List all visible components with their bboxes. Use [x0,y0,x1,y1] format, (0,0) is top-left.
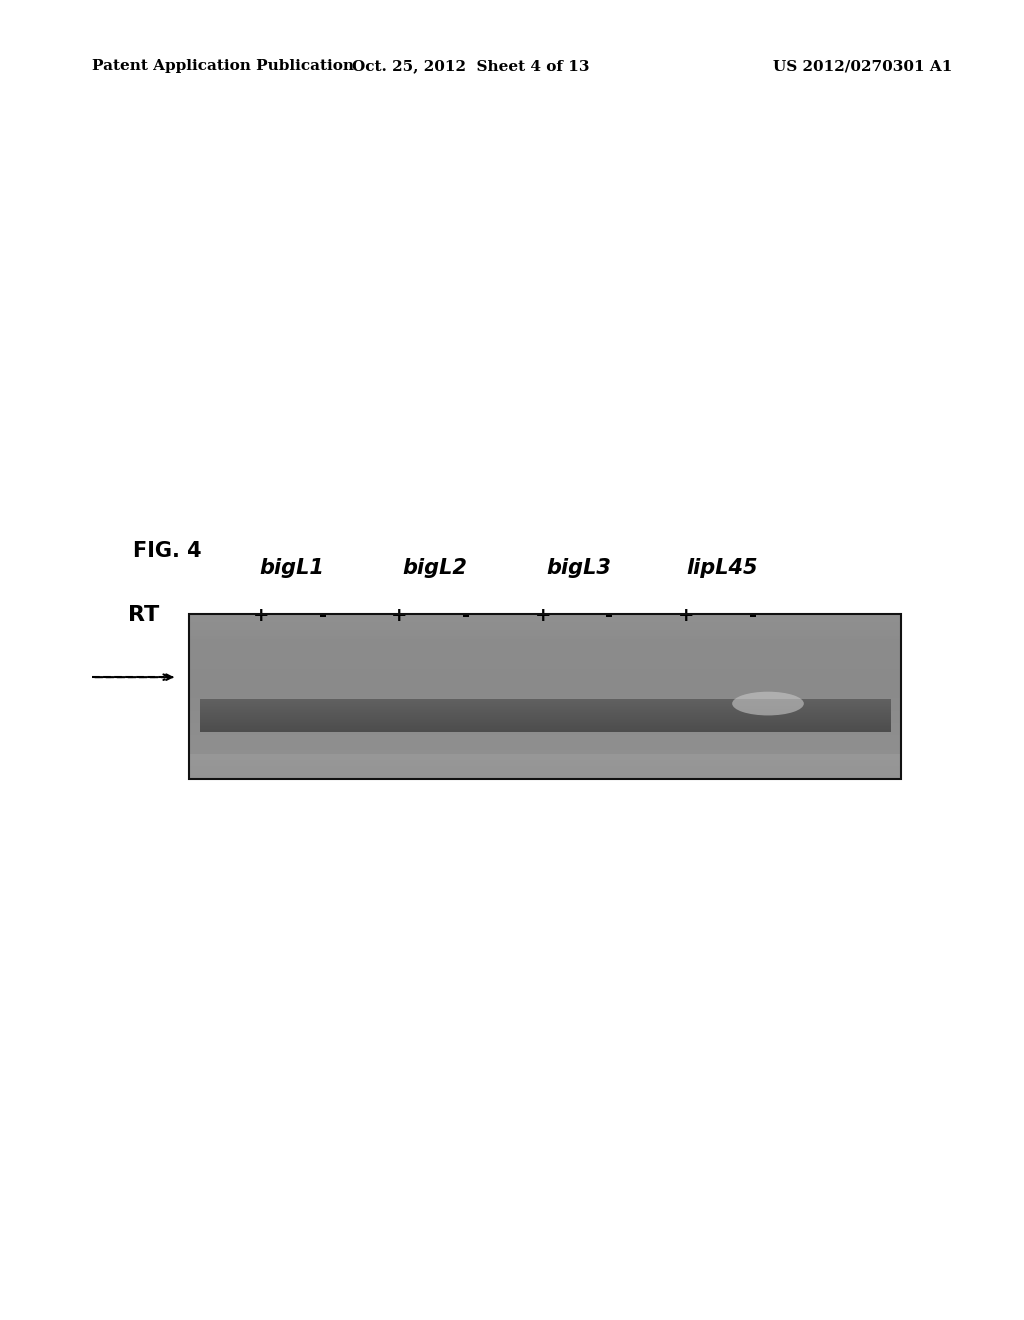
Text: bigL1: bigL1 [259,558,325,578]
Text: bigL2: bigL2 [402,558,468,578]
Text: Oct. 25, 2012  Sheet 4 of 13: Oct. 25, 2012 Sheet 4 of 13 [352,59,590,74]
Bar [189,725,901,727]
Bar [189,628,901,630]
Bar [189,653,901,655]
Bar [189,743,901,746]
Bar [189,614,901,779]
Bar [189,758,901,760]
Bar [189,772,901,775]
Bar [189,673,901,676]
Bar [189,729,901,731]
Bar [189,750,901,752]
Bar [189,775,901,776]
Bar [189,615,901,618]
Bar [189,760,901,763]
Bar [189,676,901,677]
Bar [189,665,901,668]
Bar [189,768,901,771]
Bar [189,746,901,748]
Bar [189,680,901,682]
Bar [189,647,901,649]
Bar [189,640,901,643]
Text: +: + [535,606,551,624]
Bar [189,639,901,640]
Bar [189,767,901,768]
Bar [189,659,901,661]
Bar [189,731,901,734]
Bar [189,688,901,690]
Bar [189,636,901,639]
Bar [189,702,901,705]
Bar [189,742,901,743]
Bar [189,681,901,684]
Bar [189,648,901,651]
Bar [189,727,901,729]
Bar [189,754,901,756]
Bar [189,714,901,717]
Bar [189,696,901,698]
Text: -: - [749,606,757,624]
Bar [189,734,901,735]
Text: +: + [391,606,408,624]
Bar [189,713,901,715]
Bar [189,738,901,739]
Text: lipL45: lipL45 [686,558,758,578]
Bar [189,630,901,632]
Bar [189,668,901,669]
Text: +: + [678,606,694,624]
Bar [189,686,901,688]
Ellipse shape [732,692,804,715]
Text: FIG. 4: FIG. 4 [133,541,202,561]
Bar [189,698,901,701]
Bar [189,663,901,665]
Text: -: - [462,606,470,624]
Bar [189,644,901,647]
Bar [189,747,901,750]
Bar [189,643,901,644]
Bar [189,719,901,721]
Bar [189,717,901,719]
Bar [189,692,901,694]
Bar [189,618,901,620]
Text: US 2012/0270301 A1: US 2012/0270301 A1 [773,59,952,74]
Text: -: - [318,606,327,624]
Bar [189,614,901,616]
Bar [189,677,901,680]
Bar [189,752,901,754]
Bar [189,694,901,697]
Bar [189,622,901,624]
Bar [189,709,901,710]
Bar [189,721,901,723]
Bar [189,684,901,686]
Bar [189,661,901,663]
Text: Patent Application Publication: Patent Application Publication [92,59,354,74]
Bar [189,701,901,702]
Bar [189,635,901,636]
Bar [189,672,901,673]
Text: bigL3: bigL3 [546,558,611,578]
Bar [189,706,901,709]
Text: +: + [253,606,269,624]
Bar [189,657,901,659]
Text: RT: RT [128,605,160,626]
Bar [189,762,901,764]
Bar [189,626,901,628]
Bar [189,669,901,672]
Bar [189,771,901,772]
Text: -: - [605,606,613,624]
Bar [189,690,901,692]
Bar [189,739,901,742]
Bar [189,620,901,622]
Bar [189,705,901,706]
Bar [189,756,901,758]
Bar [189,764,901,767]
Bar [189,710,901,713]
Bar [189,624,901,626]
Bar [189,735,901,738]
Bar [189,632,901,635]
Bar [189,776,901,779]
Bar [189,651,901,653]
Bar [189,655,901,657]
Bar [189,723,901,725]
